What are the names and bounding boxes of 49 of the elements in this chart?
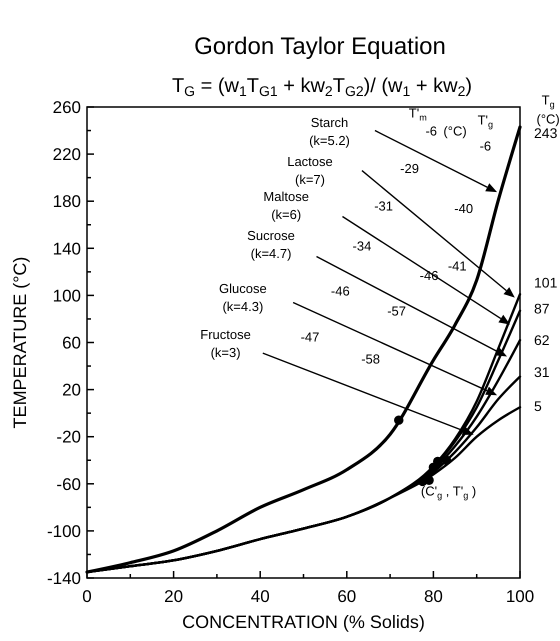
text: 5 — [534, 398, 542, 414]
annotation: -40 — [454, 200, 474, 216]
annotation: -6 — [425, 123, 438, 138]
annotation: T'$_{g}$ — [478, 112, 494, 130]
x-tick-label: 40 — [250, 587, 270, 606]
y-tick-label: -20 — [56, 428, 81, 447]
y-tick-label: 180 — [52, 192, 81, 212]
annotation: -58 — [361, 352, 380, 367]
annotation: -31 — [374, 198, 394, 214]
y-tick-label: 220 — [52, 145, 81, 164]
annotation: Glucose (k=4.3) — [219, 281, 267, 314]
annotation: Lactose (k=7) — [287, 154, 333, 187]
annotation: Maltose (k=6) — [263, 189, 309, 222]
annotation: (C'$_{g}$ , T'$_{g}$ ) — [420, 484, 476, 500]
text: 62 — [534, 332, 550, 348]
annotation: -6 — [480, 138, 492, 154]
annotation: -46 — [330, 283, 350, 298]
text: 101 — [534, 274, 558, 290]
chart-title: Gordon Taylor Equation — [194, 33, 446, 60]
y-tick-label: 60 — [62, 334, 81, 352]
text: 87 — [534, 300, 550, 316]
y-tick-label: -60 — [56, 474, 81, 494]
text: T$_{G}$ = (w$_{1}$T$_{G1}$ + kw$_{2}$T$_{G2}$)/ (w$_{1}$ + kw$_{2}$) — [172, 75, 472, 100]
x-tick-label: 60 — [337, 587, 356, 606]
annotation: (°C) — [443, 123, 467, 138]
x-tick-label: 80 — [424, 587, 443, 606]
y-axis-title: TEMPERATURE (°C) — [10, 256, 30, 428]
text: 31 — [534, 364, 550, 380]
text: (°C) — [536, 111, 560, 126]
annotation: -47 — [300, 329, 320, 344]
annotation: T'$_{m}$ — [408, 106, 427, 122]
annotation: -29 — [400, 160, 419, 176]
x-tick-label: 100 — [506, 587, 534, 606]
y-tick-label: 100 — [52, 286, 81, 306]
y-tick-label: 20 — [62, 380, 81, 400]
annotation: -34 — [352, 238, 372, 254]
annotation: Fructose (k=3) — [200, 326, 251, 360]
annotation: -41 — [448, 258, 467, 274]
text: T$_{g}$ — [542, 92, 555, 110]
y-tick-label: 140 — [52, 239, 81, 258]
annotation: -57 — [387, 303, 406, 318]
annotation: Sucrose (k=4.7) — [247, 228, 295, 262]
x-axis-title: CONCENTRATION (% Solids) — [182, 612, 425, 632]
y-tick-label: 260 — [52, 98, 81, 117]
y-tick-label: -140 — [46, 569, 81, 588]
annotation: Starch (k=5.2) — [309, 115, 350, 148]
y-tick-label: -100 — [46, 522, 81, 541]
x-tick-label: 20 — [164, 587, 184, 606]
x-tick-label: 0 — [82, 587, 92, 606]
